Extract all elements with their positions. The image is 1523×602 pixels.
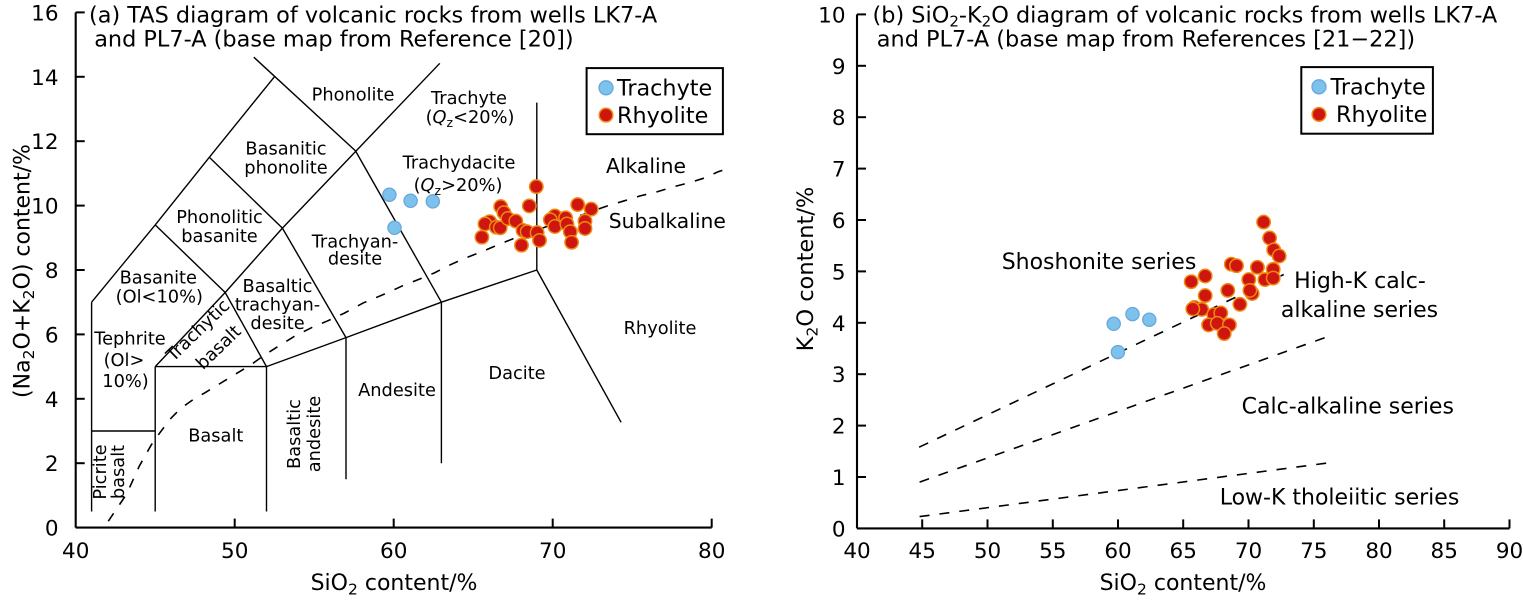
svg-text:K2O content/%: K2O content/% <box>793 187 822 352</box>
svg-text:Tephrite: Tephrite <box>93 329 166 350</box>
svg-text:10: 10 <box>31 195 58 220</box>
svg-text:Alkaline: Alkaline <box>606 154 686 178</box>
svg-text:and PL7-A (base map from Refer: and PL7-A (base map from Reference [20]) <box>94 26 573 52</box>
svg-text:2: 2 <box>45 452 59 477</box>
svg-text:Trachyte: Trachyte <box>430 88 507 109</box>
svg-text:1: 1 <box>832 466 846 491</box>
svg-text:basanite: basanite <box>181 226 257 247</box>
svg-text:Rhyolite: Rhyolite <box>617 103 708 129</box>
svg-text:Phonolite: Phonolite <box>312 85 395 106</box>
svg-text:14: 14 <box>31 66 58 91</box>
svg-text:desite: desite <box>328 249 382 270</box>
svg-text:High-K calc-: High-K calc- <box>1294 269 1426 294</box>
svg-text:8: 8 <box>832 106 846 131</box>
svg-text:50: 50 <box>221 539 248 564</box>
svg-text:Trachyte: Trachyte <box>616 76 712 102</box>
svg-text:10: 10 <box>818 3 845 28</box>
svg-text:7: 7 <box>832 158 846 183</box>
svg-text:50: 50 <box>974 539 1001 564</box>
svg-text:(Qz<20%): (Qz<20%) <box>426 107 515 130</box>
svg-text:Picrite: Picrite <box>90 444 111 499</box>
svg-text:(b) SiO2-K2O diagram of volcan: (b) SiO2-K2O diagram of volcanic rocks f… <box>873 3 1498 31</box>
svg-text:Trachyan-: Trachyan- <box>311 232 399 253</box>
svg-text:45: 45 <box>909 539 936 564</box>
svg-text:4: 4 <box>832 312 846 337</box>
svg-text:90: 90 <box>1496 539 1523 564</box>
svg-text:(Ol<10%): (Ol<10%) <box>116 286 203 307</box>
svg-text:12: 12 <box>31 130 58 155</box>
svg-text:and PL7-A (base map from Refer: and PL7-A (base map from References [21−… <box>877 26 1415 52</box>
svg-text:(Qz>20%): (Qz>20%) <box>414 175 503 198</box>
svg-text:5: 5 <box>832 260 846 285</box>
svg-text:SiO2 content/%: SiO2 content/% <box>1100 571 1267 599</box>
svg-text:60: 60 <box>380 539 407 564</box>
svg-text:Low-K tholeiitic series: Low-K tholeiitic series <box>1220 486 1460 511</box>
svg-text:80: 80 <box>1365 539 1392 564</box>
svg-text:75: 75 <box>1300 539 1327 564</box>
svg-text:Basalt: Basalt <box>188 426 243 447</box>
svg-text:4: 4 <box>45 388 59 413</box>
svg-text:Trachydacite: Trachydacite <box>402 153 516 174</box>
svg-text:Calc-alkaline series: Calc-alkaline series <box>1242 394 1454 419</box>
svg-text:2: 2 <box>832 415 846 440</box>
svg-text:Trachyte: Trachyte <box>1330 75 1426 101</box>
svg-text:0: 0 <box>832 517 846 542</box>
svg-text:16: 16 <box>31 1 58 26</box>
svg-text:Basaltic: Basaltic <box>243 276 313 297</box>
svg-text:85: 85 <box>1431 539 1458 564</box>
svg-text:80: 80 <box>698 539 725 564</box>
svg-text:Rhyolite: Rhyolite <box>624 318 697 339</box>
svg-text:40: 40 <box>843 539 870 564</box>
svg-text:Shoshonite series: Shoshonite series <box>1002 250 1197 275</box>
svg-text:desite: desite <box>250 313 304 334</box>
svg-text:SiO2 content/%: SiO2 content/% <box>311 571 478 599</box>
svg-text:Rhyolite: Rhyolite <box>1336 102 1427 128</box>
svg-text:6: 6 <box>832 209 846 234</box>
svg-text:(Na2O+K2O) content/%: (Na2O+K2O) content/% <box>11 144 39 398</box>
svg-text:60: 60 <box>1104 539 1131 564</box>
svg-text:(a) TAS diagram of volcanic ro: (a) TAS diagram of volcanic rocks from w… <box>89 3 658 29</box>
svg-text:basalt: basalt <box>108 445 129 499</box>
svg-text:alkaline series: alkaline series <box>1281 298 1438 323</box>
svg-text:andesite: andesite <box>304 396 325 473</box>
svg-text:Basanite: Basanite <box>120 267 197 288</box>
svg-text:8: 8 <box>45 259 59 284</box>
svg-text:6: 6 <box>45 323 59 348</box>
svg-text:70: 70 <box>539 539 566 564</box>
svg-text:Basanitic: Basanitic <box>245 139 326 160</box>
svg-text:Dacite: Dacite <box>488 363 545 384</box>
svg-text:phonolite: phonolite <box>244 158 327 179</box>
svg-text:3: 3 <box>832 363 846 388</box>
svg-text:70: 70 <box>1235 539 1262 564</box>
svg-text:Andesite: Andesite <box>358 380 436 401</box>
svg-text:10%): 10%) <box>102 371 148 392</box>
svg-text:(Ol>: (Ol> <box>104 350 145 371</box>
svg-text:55: 55 <box>1039 539 1066 564</box>
svg-text:Phonolitic: Phonolitic <box>176 207 263 228</box>
svg-text:0: 0 <box>45 517 59 542</box>
svg-text:9: 9 <box>832 55 846 80</box>
svg-text:40: 40 <box>62 539 89 564</box>
svg-text:trachyan-: trachyan- <box>235 295 320 316</box>
svg-text:Subalkaline: Subalkaline <box>609 209 726 233</box>
svg-text:Basaltic: Basaltic <box>284 399 305 469</box>
svg-text:65: 65 <box>1170 539 1197 564</box>
